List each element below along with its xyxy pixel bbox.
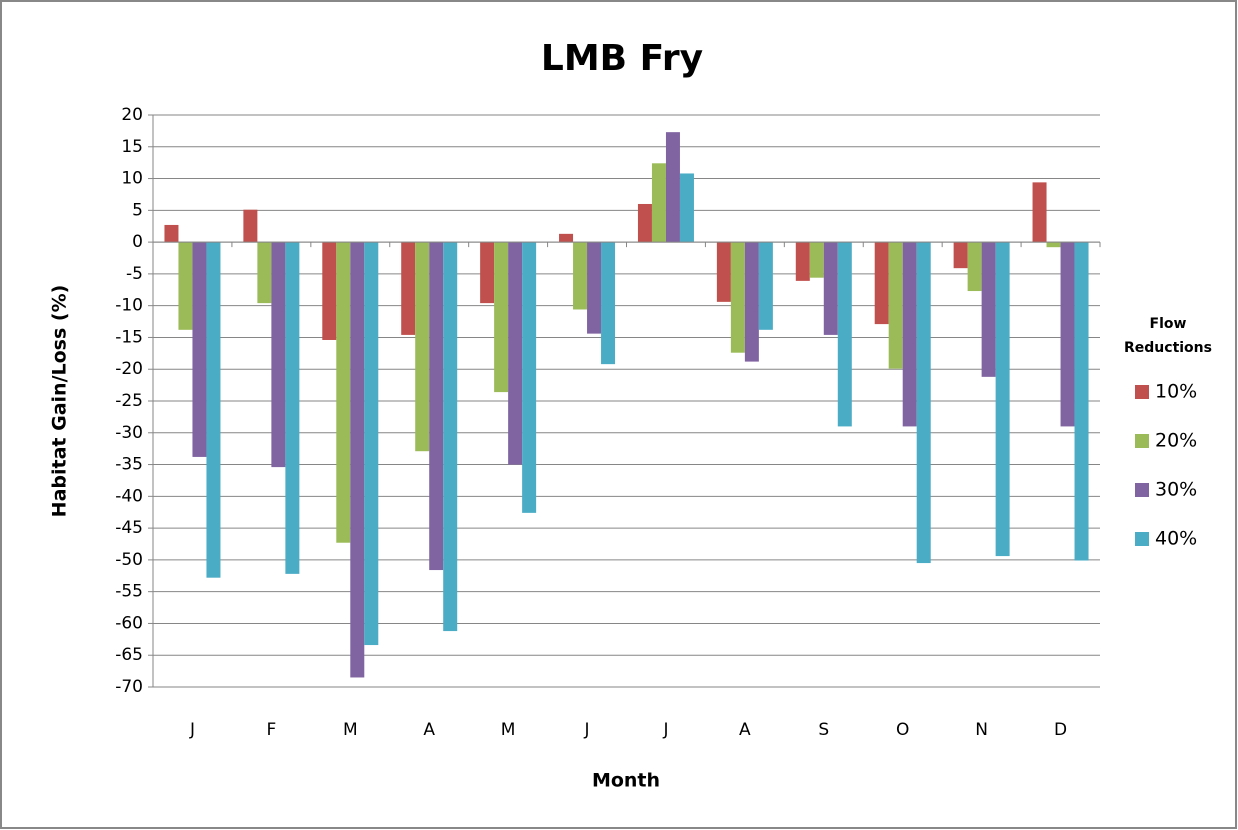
bar <box>401 242 416 335</box>
y-tick-label: -10 <box>115 296 143 316</box>
x-tick-label: O <box>896 720 909 740</box>
bar <box>206 242 221 578</box>
bar <box>916 242 931 564</box>
bar <box>192 242 207 457</box>
bar <box>679 173 694 243</box>
bar <box>744 242 759 362</box>
y-tick-label: -50 <box>115 550 143 570</box>
legend-label: 30% <box>1155 479 1197 501</box>
legend-swatch <box>1135 434 1149 448</box>
bar <box>364 242 379 646</box>
bar <box>809 242 824 278</box>
x-axis-label: Month <box>592 770 660 792</box>
y-tick-label: -45 <box>115 518 143 538</box>
y-tick-label: -30 <box>115 423 143 443</box>
x-tick-label: M <box>343 720 358 740</box>
legend-label: 10% <box>1155 381 1197 403</box>
bar <box>522 242 537 513</box>
x-tick-label: N <box>975 720 988 740</box>
bar <box>1074 242 1089 561</box>
bar <box>601 242 616 365</box>
y-tick-label: -40 <box>115 486 143 506</box>
bar <box>1046 242 1061 248</box>
y-tick-label: -65 <box>115 645 143 665</box>
bar <box>573 242 588 310</box>
y-tick-label: -20 <box>115 359 143 379</box>
bar <box>967 242 982 292</box>
bar <box>322 242 337 340</box>
y-tick-label: 20 <box>121 105 143 125</box>
x-tick-label: S <box>818 720 829 740</box>
bar <box>795 242 810 281</box>
bar <box>637 203 652 243</box>
bar <box>758 242 773 330</box>
legend-title: Flow Reductions <box>1124 316 1212 356</box>
legend-swatch <box>1135 385 1149 399</box>
legend-label: 20% <box>1155 430 1197 452</box>
bar <box>665 132 680 243</box>
x-tick-label: A <box>423 720 435 740</box>
y-tick-label: -15 <box>115 327 143 347</box>
y-tick-label: 5 <box>132 200 143 220</box>
legend-swatch <box>1135 483 1149 497</box>
bar <box>178 242 193 330</box>
x-tick-label: A <box>739 720 751 740</box>
x-tick-label: J <box>662 720 668 740</box>
bar <box>953 242 968 269</box>
bar <box>981 242 996 377</box>
x-tick-label: F <box>266 720 276 740</box>
y-tick-label: 10 <box>121 169 143 189</box>
bar <box>837 242 852 427</box>
bar <box>823 242 838 335</box>
legend-swatch <box>1135 532 1149 546</box>
bar <box>350 242 365 678</box>
x-tick-label: J <box>584 720 590 740</box>
bar <box>257 242 272 304</box>
y-tick-label: -35 <box>115 455 143 475</box>
bar <box>508 242 523 465</box>
y-tick-label: 0 <box>132 232 143 252</box>
y-axis-label: Habitat Gain/Loss (%) <box>49 285 71 518</box>
bar <box>902 242 917 427</box>
bar <box>1060 242 1075 427</box>
bar <box>716 242 731 302</box>
bar <box>271 242 286 468</box>
bar <box>243 209 258 243</box>
bar <box>285 242 300 574</box>
bar <box>559 233 574 243</box>
x-tick-label: M <box>501 720 516 740</box>
bar <box>494 242 509 393</box>
bar <box>1032 182 1047 243</box>
y-tick-label: -25 <box>115 391 143 411</box>
bar <box>480 242 495 304</box>
bar <box>888 242 903 369</box>
y-tick-label: -70 <box>115 677 143 697</box>
bar <box>415 242 430 452</box>
bar <box>336 242 351 543</box>
bar <box>164 224 179 243</box>
bar <box>874 242 889 325</box>
y-tick-label: -5 <box>126 264 143 284</box>
x-tick-label: J <box>189 720 195 740</box>
bar <box>730 242 745 353</box>
y-tick-label: 15 <box>121 137 143 157</box>
y-tick-label: -55 <box>115 582 143 602</box>
bar <box>995 242 1010 557</box>
y-tick-label: -60 <box>115 613 143 633</box>
bar <box>651 163 666 243</box>
bar <box>429 242 444 571</box>
bar <box>443 242 458 632</box>
legend-label: 40% <box>1155 528 1197 550</box>
bar <box>587 242 602 334</box>
chart-title: LMB Fry <box>541 38 703 79</box>
x-tick-label: D <box>1054 720 1067 740</box>
